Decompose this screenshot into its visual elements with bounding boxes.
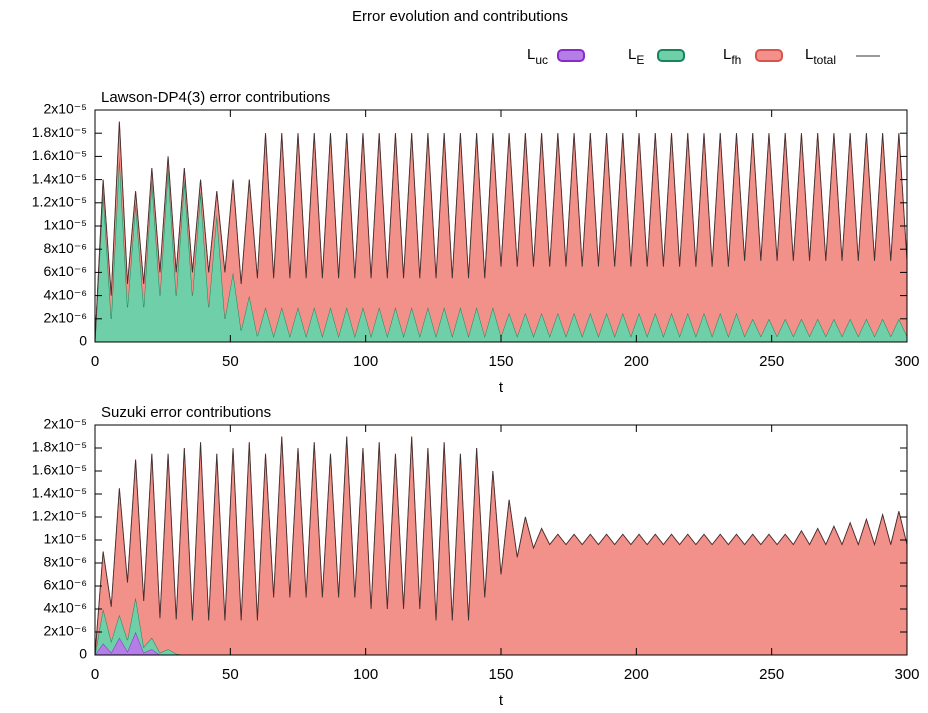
y-tick-label: 1.2x10⁻⁵ (32, 508, 87, 524)
plot-title: Lawson-DP4(3) error contributions (101, 89, 330, 106)
y-tick-label: 4x10⁻⁶ (43, 286, 87, 302)
x-tick-label: 50 (222, 353, 239, 370)
x-tick-label: 300 (894, 666, 919, 683)
x-axis-label: t (499, 379, 504, 396)
x-tick-label: 200 (624, 666, 649, 683)
stacked-area (95, 156, 907, 342)
legend-label: LE (628, 46, 644, 67)
x-tick-label: 100 (353, 353, 378, 370)
stacked-area (95, 121, 907, 342)
y-tick-label: 1.6x10⁻⁵ (32, 147, 87, 163)
y-tick-label: 8x10⁻⁶ (43, 554, 87, 570)
y-tick-label: 1.4x10⁻⁵ (32, 170, 87, 186)
x-tick-label: 50 (222, 666, 239, 683)
figure-title: Error evolution and contributions (352, 8, 568, 25)
stacked-area (95, 436, 907, 655)
x-axis-label: t (499, 692, 504, 709)
y-tick-label: 6x10⁻⁶ (43, 263, 87, 279)
y-tick-label: 2x10⁻⁶ (43, 310, 87, 326)
y-tick-label: 1.8x10⁻⁵ (32, 439, 87, 455)
y-tick-label: 2x10⁻⁵ (43, 416, 87, 432)
y-tick-label: 1x10⁻⁵ (43, 217, 87, 233)
y-tick-label: 0 (79, 333, 87, 349)
x-tick-label: 250 (759, 353, 784, 370)
y-tick-label: 1x10⁻⁵ (43, 531, 87, 547)
total-line (94, 436, 908, 656)
y-tick-label: 2x10⁻⁶ (43, 623, 87, 639)
y-tick-label: 1.6x10⁻⁵ (32, 462, 87, 478)
total-line (94, 121, 908, 343)
x-tick-label: 300 (894, 353, 919, 370)
x-tick-label: 0 (91, 666, 99, 683)
legend-swatch (557, 49, 585, 62)
y-tick-label: 6x10⁻⁶ (43, 577, 87, 593)
x-tick-label: 150 (488, 666, 513, 683)
y-tick-label: 4x10⁻⁶ (43, 600, 87, 616)
legend-label: Lfh (723, 46, 741, 67)
x-tick-label: 150 (488, 353, 513, 370)
x-tick-label: 200 (624, 353, 649, 370)
y-tick-label: 0 (79, 646, 87, 662)
y-tick-label: 1.8x10⁻⁵ (32, 124, 87, 140)
legend-label: Ltotal (805, 46, 836, 67)
legend-swatch (755, 49, 783, 62)
x-tick-label: 0 (91, 353, 99, 370)
x-tick-label: 250 (759, 666, 784, 683)
x-tick-label: 100 (353, 666, 378, 683)
legend-label: Luc (527, 46, 548, 67)
y-tick-label: 8x10⁻⁶ (43, 240, 87, 256)
y-tick-label: 1.4x10⁻⁵ (32, 485, 87, 501)
y-tick-label: 2x10⁻⁵ (43, 101, 87, 117)
legend-swatch (657, 49, 685, 62)
plot-title: Suzuki error contributions (101, 404, 271, 421)
y-tick-label: 1.2x10⁻⁵ (32, 194, 87, 210)
